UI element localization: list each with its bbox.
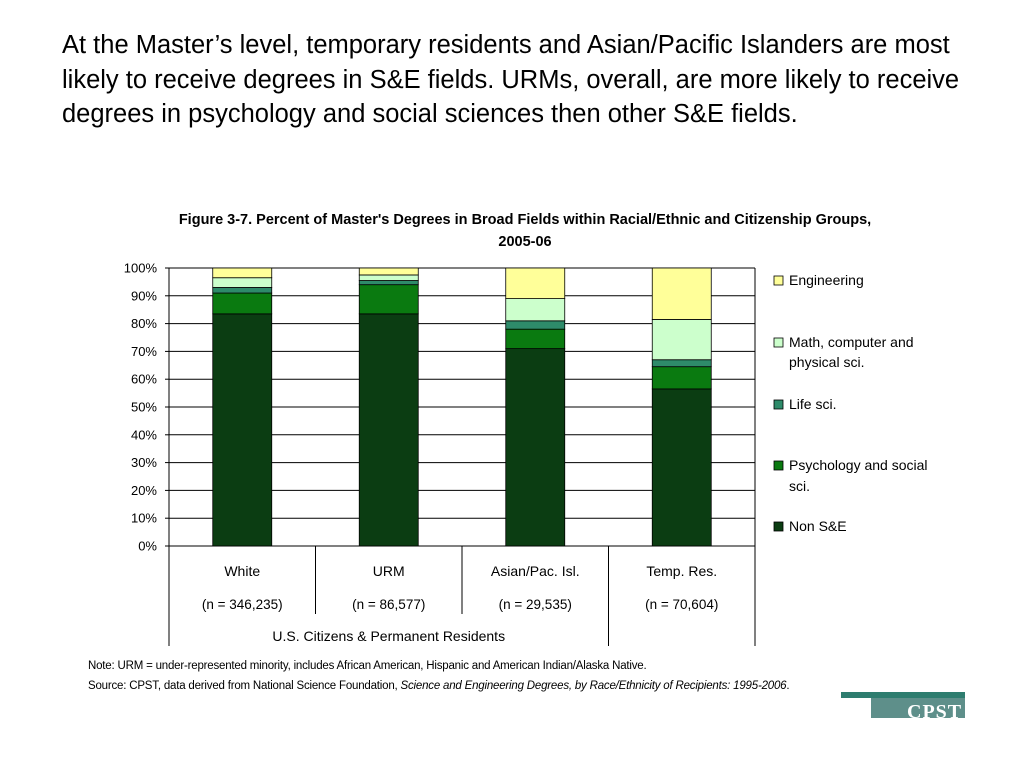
group-label: U.S. Citizens & Permanent Residents	[272, 628, 505, 644]
y-tick-label: 90%	[131, 288, 157, 303]
bar-segment	[358, 284, 419, 315]
legend-swatch	[773, 460, 784, 471]
bar-segment	[505, 298, 566, 322]
logo-strip	[841, 692, 965, 698]
headline: At the Master’s level, temporary residen…	[62, 31, 960, 128]
chart-note: Note: URM = under-represented minority, …	[88, 656, 808, 696]
legend-swatch	[773, 275, 784, 286]
x-category-label: Asian/Pac. Isl.	[491, 563, 580, 579]
y-tick-label: 0%	[138, 539, 157, 554]
bar-segment	[358, 274, 419, 281]
legend-swatch	[773, 337, 784, 348]
logo-box: CPST	[871, 698, 965, 723]
bar-segment	[651, 267, 712, 320]
bar-segment	[505, 328, 566, 350]
y-tick-label: 20%	[131, 483, 157, 498]
y-tick-label: 30%	[131, 455, 157, 470]
y-tick-label: 10%	[131, 511, 157, 526]
bar-segment	[358, 280, 419, 286]
bar-segment	[651, 359, 712, 368]
legend-label: physical sci.	[789, 354, 864, 370]
legend-label: Non S&E	[789, 518, 847, 534]
x-count-label: (n = 70,604)	[645, 597, 718, 612]
chart-title: Figure 3-7. Percent of Master's Degrees …	[178, 212, 872, 250]
bar-segment	[651, 366, 712, 390]
bar-segment	[505, 348, 566, 547]
y-tick-label: 50%	[131, 400, 157, 415]
bar-segment	[651, 319, 712, 361]
x-count-label: (n = 29,535)	[499, 597, 572, 612]
source-title: Science and Engineering Degrees, by Race…	[400, 680, 787, 692]
note-line: Note: URM = under-represented minority, …	[88, 660, 647, 672]
source-prefix: Source: CPST, data derived from National…	[88, 680, 401, 692]
cpst-logo: CPST	[841, 692, 965, 723]
x-category-label: URM	[373, 563, 405, 579]
source-line: Source: CPST, data derived from National…	[88, 676, 808, 696]
bar-segment	[358, 313, 419, 547]
y-tick-label: 80%	[131, 316, 157, 331]
bar-segment	[212, 287, 273, 294]
legend-label: Life sci.	[789, 396, 836, 412]
legend-swatch	[773, 399, 784, 410]
legend-label: sci.	[789, 478, 810, 494]
legend-label: Math, computer and	[789, 334, 914, 350]
bar-segment	[505, 320, 566, 330]
y-tick-label: 60%	[131, 372, 157, 387]
bar-segment	[212, 292, 273, 315]
logo-text: CPST	[907, 701, 963, 723]
y-tick-label: 100%	[124, 261, 158, 276]
bar-segment	[505, 267, 566, 299]
bar-segment	[212, 277, 273, 288]
x-count-label: (n = 86,577)	[352, 597, 425, 612]
x-category-label: Temp. Res.	[646, 563, 717, 579]
legend-label: Engineering	[789, 272, 864, 288]
bar-segment	[212, 313, 273, 547]
bar-segment	[212, 267, 273, 279]
x-count-label: (n = 346,235)	[202, 597, 283, 612]
x-category-label: White	[224, 563, 260, 579]
y-tick-label: 70%	[131, 344, 157, 359]
legend-swatch	[773, 521, 784, 532]
bar-segment	[651, 388, 712, 547]
legend-label: Psychology and social	[789, 457, 928, 473]
bar-segment	[358, 267, 419, 276]
y-tick-label: 40%	[131, 427, 157, 442]
source-suffix: .	[786, 680, 790, 692]
